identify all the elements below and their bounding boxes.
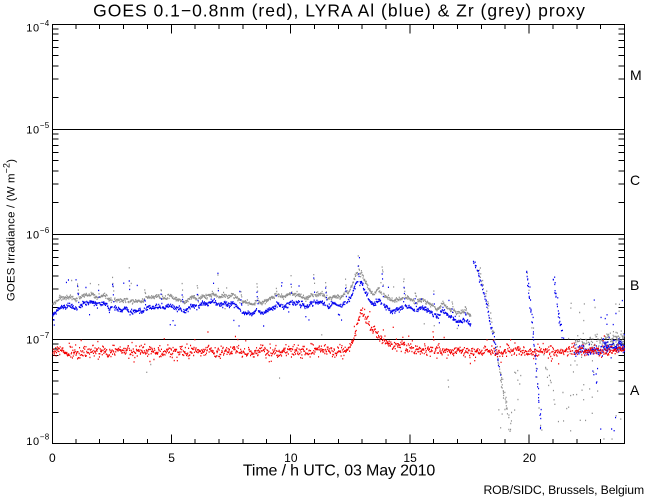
svg-text:ROB/SIDC, Brussels, Belgium: ROB/SIDC, Brussels, Belgium [483,483,644,497]
svg-text:GOES Irradiance / (W m−2): GOES Irradiance / (W m−2) [2,159,18,301]
svg-text:0: 0 [49,451,56,465]
svg-text:M: M [630,67,642,83]
svg-text:15: 15 [403,451,417,465]
svg-text:B: B [630,277,639,293]
svg-text:5: 5 [168,451,175,465]
svg-text:A: A [630,382,640,398]
svg-text:20: 20 [523,451,537,465]
svg-text:C: C [630,172,640,188]
svg-text:GOES 0.1−0.8nm (red), LYRA Al: GOES 0.1−0.8nm (red), LYRA Al (blue) & Z… [93,1,586,21]
svg-text:Time / h UTC, 03 May 2010: Time / h UTC, 03 May 2010 [243,463,435,480]
svg-text:10: 10 [284,451,298,465]
